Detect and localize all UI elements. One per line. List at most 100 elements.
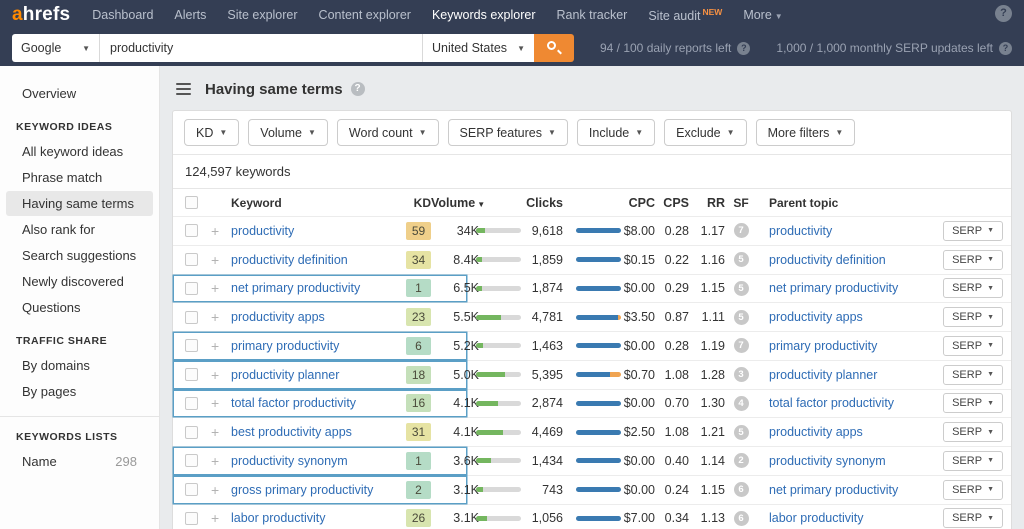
serp-button[interactable]: SERP ▼: [943, 422, 1003, 443]
filter-button-include[interactable]: Include ▼: [576, 119, 656, 146]
sidebar-item-also-rank-for[interactable]: Also rank for: [6, 217, 153, 242]
serp-features-count-badge[interactable]: 2: [733, 453, 749, 469]
keyword-link[interactable]: productivity synonym: [231, 453, 348, 468]
serp-features-count-badge[interactable]: 7: [733, 223, 749, 239]
keyword-link[interactable]: productivity: [231, 223, 295, 238]
add-to-list-button[interactable]: +: [211, 251, 220, 268]
column-header-cps[interactable]: CPS: [663, 195, 689, 210]
row-checkbox[interactable]: [185, 454, 198, 468]
column-header-clicks[interactable]: Clicks: [526, 195, 563, 210]
nav-item-alerts[interactable]: Alerts: [174, 8, 206, 22]
row-checkbox[interactable]: [185, 483, 198, 497]
sidebar-item-phrase-match[interactable]: Phrase match: [6, 165, 153, 190]
column-header-rr[interactable]: RR: [706, 195, 725, 210]
serp-features-count-badge[interactable]: 5: [733, 280, 749, 296]
row-checkbox[interactable]: [185, 511, 198, 525]
parent-topic-link[interactable]: total factor productivity: [769, 396, 895, 411]
keyword-link[interactable]: gross primary productivity: [231, 482, 374, 497]
keyword-link[interactable]: labor productivity: [231, 511, 326, 526]
keyword-link[interactable]: productivity apps: [231, 310, 325, 325]
sidebar-item-name[interactable]: Name 298: [6, 449, 153, 474]
parent-topic-link[interactable]: productivity definition: [769, 252, 886, 267]
row-checkbox[interactable]: [185, 396, 198, 410]
row-checkbox[interactable]: [185, 425, 198, 439]
parent-topic-link[interactable]: productivity apps: [769, 310, 863, 325]
serp-button[interactable]: SERP ▼: [943, 220, 1003, 241]
add-to-list-button[interactable]: +: [211, 452, 220, 469]
row-checkbox[interactable]: [185, 224, 198, 238]
serp-button[interactable]: SERP ▼: [943, 278, 1003, 299]
row-checkbox[interactable]: [185, 253, 198, 267]
filter-button-kd[interactable]: KD ▼: [184, 119, 240, 146]
serp-button[interactable]: SERP ▼: [943, 450, 1003, 471]
sidebar-item-having-same-terms[interactable]: Having same terms: [6, 191, 153, 216]
filter-button-more-filters[interactable]: More filters ▼: [755, 119, 856, 146]
search-engine-select[interactable]: Google ▼: [12, 34, 100, 62]
add-to-list-button[interactable]: +: [211, 337, 220, 354]
add-to-list-button[interactable]: +: [211, 222, 220, 239]
row-checkbox[interactable]: [185, 281, 198, 295]
sidebar-item-by-pages[interactable]: By pages: [6, 379, 153, 404]
serp-button[interactable]: SERP ▼: [943, 364, 1003, 385]
sidebar-item-newly-discovered[interactable]: Newly discovered: [6, 269, 153, 294]
keyword-query-input[interactable]: [100, 34, 422, 62]
parent-topic-link[interactable]: productivity planner: [769, 367, 878, 382]
serp-features-count-badge[interactable]: 4: [733, 395, 749, 411]
row-checkbox[interactable]: [185, 368, 198, 382]
parent-topic-link[interactable]: labor productivity: [769, 511, 864, 526]
row-checkbox[interactable]: [185, 339, 198, 353]
nav-item-rank-tracker[interactable]: Rank tracker: [556, 8, 627, 22]
info-icon[interactable]: ?: [999, 41, 1012, 55]
nav-item-dashboard[interactable]: Dashboard: [92, 8, 153, 22]
sidebar-item-by-domains[interactable]: By domains: [6, 353, 153, 378]
column-header-sf[interactable]: SF: [733, 195, 749, 210]
search-button[interactable]: [533, 34, 574, 62]
column-header-keyword[interactable]: Keyword: [231, 195, 282, 210]
parent-topic-link[interactable]: productivity: [769, 223, 833, 238]
column-header-kd[interactable]: KD: [413, 195, 431, 210]
add-to-list-button[interactable]: +: [211, 510, 220, 527]
select-all-checkbox[interactable]: [185, 196, 198, 209]
serp-features-count-badge[interactable]: 5: [733, 309, 749, 325]
filter-button-volume[interactable]: Volume ▼: [248, 119, 328, 146]
keyword-link[interactable]: productivity definition: [231, 252, 348, 267]
parent-topic-link[interactable]: productivity apps: [769, 425, 863, 440]
add-to-list-button[interactable]: +: [211, 424, 220, 441]
parent-topic-link[interactable]: primary productivity: [769, 338, 878, 353]
column-header-parent-topic[interactable]: Parent topic: [769, 195, 839, 210]
filter-button-word-count[interactable]: Word count ▼: [336, 119, 439, 146]
column-header-cpc[interactable]: CPC: [628, 195, 655, 210]
parent-topic-link[interactable]: net primary productivity: [769, 482, 899, 497]
serp-button[interactable]: SERP ▼: [943, 508, 1003, 529]
serp-button[interactable]: SERP ▼: [943, 479, 1003, 500]
row-checkbox[interactable]: [185, 310, 198, 324]
title-info-icon[interactable]: ?: [350, 82, 365, 96]
parent-topic-link[interactable]: net primary productivity: [769, 281, 899, 296]
sidebar-item-search-suggestions[interactable]: Search suggestions: [6, 243, 153, 268]
nav-item-keywords-explorer[interactable]: Keywords explorer: [432, 8, 536, 22]
serp-button[interactable]: SERP ▼: [943, 249, 1003, 270]
add-to-list-button[interactable]: +: [211, 481, 220, 498]
add-to-list-button[interactable]: +: [211, 366, 220, 383]
nav-item-site-explorer[interactable]: Site explorer: [227, 8, 297, 22]
info-icon[interactable]: ?: [737, 41, 751, 55]
add-to-list-button[interactable]: +: [211, 395, 220, 412]
serp-features-count-badge[interactable]: 5: [733, 424, 749, 440]
add-to-list-button[interactable]: +: [211, 309, 220, 326]
hamburger-icon[interactable]: [176, 80, 191, 98]
add-to-list-button[interactable]: +: [211, 280, 220, 297]
serp-features-count-badge[interactable]: 5: [733, 252, 749, 268]
country-select[interactable]: United States ▼: [421, 34, 534, 62]
keyword-link[interactable]: best productivity apps: [231, 425, 352, 440]
sidebar-item-overview[interactable]: Overview: [6, 81, 153, 106]
help-icon[interactable]: ?: [995, 5, 1012, 22]
serp-features-count-badge[interactable]: 6: [733, 482, 749, 498]
filter-button-exclude[interactable]: Exclude ▼: [664, 119, 747, 146]
serp-button[interactable]: SERP ▼: [943, 307, 1003, 328]
keyword-link[interactable]: productivity planner: [231, 367, 340, 382]
sidebar-item-all-keyword-ideas[interactable]: All keyword ideas: [6, 139, 153, 164]
parent-topic-link[interactable]: productivity synonym: [769, 453, 886, 468]
ahrefs-logo[interactable]: ahrefs: [12, 4, 70, 26]
serp-features-count-badge[interactable]: 6: [733, 510, 749, 526]
serp-button[interactable]: SERP ▼: [943, 335, 1003, 356]
